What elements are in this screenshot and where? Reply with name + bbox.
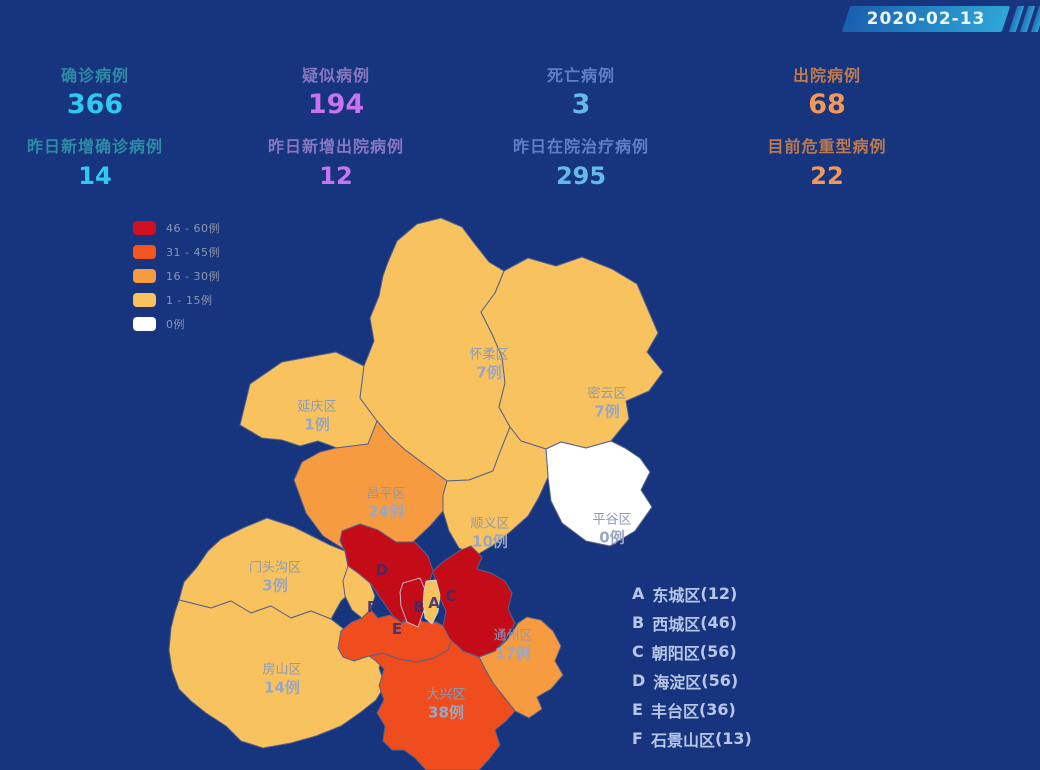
- list-item-key: B: [632, 613, 645, 632]
- district-xicheng[interactable]: [399, 577, 427, 628]
- legend-label: 31 - 45例: [166, 246, 220, 259]
- list-item-dongcheng: A 东城区 (12): [632, 579, 752, 608]
- legend-item: 31 - 45例: [133, 245, 220, 259]
- district-yanqing[interactable]: [239, 351, 378, 449]
- legend-item: 16 - 30例: [133, 269, 220, 283]
- list-item-count: (56): [699, 642, 737, 661]
- date-badge-label: 2020-02-13: [866, 9, 986, 29]
- legend-label: 1 - 15例: [166, 294, 213, 307]
- legend-swatch-1-15: [133, 293, 156, 307]
- stat-in-hospital-label: 昨日在院治疗病例: [512, 137, 649, 156]
- stat-new-discharged-value: 12: [319, 162, 353, 190]
- list-item-key: A: [632, 584, 645, 603]
- list-item-name: 西城区: [652, 614, 701, 634]
- legend-label: 46 - 60例: [166, 222, 220, 235]
- list-item-count: (46): [700, 613, 738, 632]
- legend-label: 16 - 30例: [166, 270, 220, 283]
- stat-confirmed-value: 366: [66, 89, 124, 120]
- list-item-chaoyang: C 朝阳区 (56): [632, 637, 752, 666]
- list-item-key: E: [632, 700, 643, 719]
- stat-suspected-label: 疑似病例: [301, 66, 370, 85]
- list-item-count: (12): [700, 584, 738, 603]
- list-item-name: 丰台区: [650, 701, 699, 721]
- stat-deaths-label: 死亡病例: [546, 66, 615, 85]
- legend-label: 0例: [166, 318, 185, 331]
- stat-critical-value: 22: [810, 162, 844, 190]
- district-key-list: A 东城区 (12) B 西城区 (46) C 朝阳区 (56) D 海淀区 (56) E 丰台区…: [632, 579, 752, 753]
- legend-swatch-31-45: [133, 245, 156, 259]
- list-item-key: C: [632, 642, 644, 661]
- list-item-name: 朝阳区: [651, 643, 700, 663]
- stat-suspected-value: 194: [307, 89, 365, 120]
- stat-new-confirmed-value: 14: [78, 162, 112, 190]
- district-pinggu[interactable]: [545, 440, 653, 547]
- legend-item: 1 - 15例: [133, 293, 220, 307]
- district-fangshan[interactable]: [168, 599, 386, 749]
- stat-discharged-label: 出院病例: [792, 66, 861, 85]
- list-item-name: 石景山区: [650, 730, 715, 750]
- district-shijingshan[interactable]: [342, 565, 376, 619]
- list-item-fengtai: E 丰台区 (36): [632, 695, 752, 724]
- list-item-count: (36): [698, 700, 736, 719]
- list-item-xicheng: B 西城区 (46): [632, 608, 752, 637]
- list-item-name: 海淀区: [653, 672, 702, 692]
- district-dongcheng[interactable]: [422, 579, 441, 625]
- list-item-count: (56): [701, 671, 739, 690]
- legend-item: 0例: [133, 317, 220, 331]
- list-item-shijingshan: F 石景山区 (13): [632, 724, 752, 753]
- district-changping[interactable]: [293, 420, 448, 559]
- stat-new-confirmed-label: 昨日新增确诊病例: [26, 137, 163, 156]
- district-shunyi[interactable]: [442, 426, 549, 557]
- list-item-haidian: D 海淀区 (56): [632, 666, 752, 695]
- list-item-name: 东城区: [652, 585, 701, 605]
- district-miyun[interactable]: [480, 256, 664, 450]
- map-legend: 46 - 60例 31 - 45例 16 - 30例 1 - 15例 0例: [133, 221, 220, 341]
- stat-in-hospital-value: 295: [555, 162, 607, 190]
- stat-critical-label: 目前危重型病例: [767, 137, 887, 156]
- list-item-key: F: [632, 729, 643, 748]
- stat-deaths-value: 3: [571, 89, 591, 120]
- stat-new-discharged-label: 昨日新增出院病例: [267, 137, 404, 156]
- legend-swatch-46-60: [133, 221, 156, 235]
- stat-discharged-value: 68: [808, 89, 846, 120]
- list-item-count: (13): [714, 729, 752, 748]
- stat-confirmed-label: 确诊病例: [60, 66, 129, 85]
- district-chaoyang[interactable]: [432, 545, 516, 658]
- legend-item: 46 - 60例: [133, 221, 220, 235]
- legend-swatch-16-30: [133, 269, 156, 283]
- list-item-key: D: [632, 671, 646, 690]
- legend-swatch-0: [133, 317, 156, 331]
